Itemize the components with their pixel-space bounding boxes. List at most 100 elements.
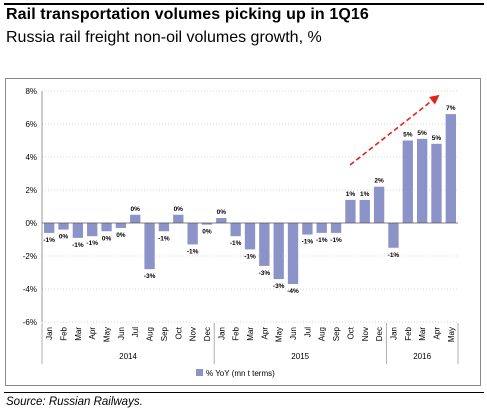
- data-label: -3%: [273, 283, 285, 290]
- data-label: -1%: [230, 240, 242, 247]
- x-tick-label: Jul: [303, 327, 312, 337]
- x-tick-label: Jul: [131, 327, 140, 337]
- legend-label: % YoY (mn t terms): [206, 369, 275, 378]
- legend: % YoY (mn t terms): [196, 369, 275, 378]
- data-label: -1%: [302, 239, 314, 246]
- x-tick-label: Sep: [332, 326, 341, 341]
- title-rule: [4, 3, 484, 5]
- data-label: 0%: [131, 206, 141, 213]
- data-label: 0%: [59, 234, 69, 241]
- x-tick-label: Jun: [289, 327, 298, 340]
- data-label: 0%: [116, 232, 126, 239]
- bar: [244, 223, 256, 250]
- bar: [388, 223, 399, 248]
- bar: [72, 223, 84, 238]
- bar: [230, 223, 241, 237]
- data-label: 7%: [446, 105, 456, 112]
- source-note: Source: Russian Railways.: [6, 396, 143, 408]
- data-label: 1%: [346, 191, 356, 198]
- data-label: -3%: [259, 270, 271, 277]
- year-label: 2014: [119, 352, 137, 361]
- data-label: -1%: [158, 235, 170, 242]
- x-tick-label: Jan: [217, 327, 226, 340]
- bar: [158, 223, 170, 232]
- x-tick-label: May: [447, 327, 456, 342]
- x-tick-label: Mar: [246, 327, 255, 341]
- x-tick-label: Feb: [232, 326, 241, 340]
- bottom-rule: [4, 392, 484, 393]
- data-label: 5%: [417, 130, 427, 137]
- x-tick-label: Mar: [418, 327, 427, 341]
- bar: [101, 223, 112, 232]
- bar: [431, 143, 442, 223]
- x-tick-label: Aug: [318, 327, 327, 341]
- x-tick-label: Jan: [389, 327, 398, 340]
- y-tick-label: 8%: [25, 87, 37, 96]
- bar: [330, 223, 342, 233]
- bar: [44, 223, 55, 233]
- bar: [216, 218, 227, 223]
- y-tick-label: 0%: [25, 219, 37, 228]
- data-label: -4%: [287, 288, 299, 295]
- y-tick-label: -4%: [23, 285, 37, 294]
- data-label: 0%: [202, 229, 212, 236]
- bar: [345, 199, 356, 223]
- x-tick-label: Jun: [117, 327, 126, 340]
- x-tick-label: Apr: [432, 327, 441, 340]
- bar: [259, 223, 270, 266]
- bar: [416, 138, 428, 223]
- x-tick-label: Nov: [361, 327, 370, 341]
- year-label: 2015: [291, 352, 309, 361]
- x-tick-label: Oct: [346, 326, 355, 339]
- x-tick-label: Aug: [146, 327, 155, 341]
- bar: [273, 223, 284, 280]
- chart-frame: [5, 78, 481, 386]
- data-label: 0%: [174, 206, 184, 213]
- y-tick-label: 2%: [25, 186, 37, 195]
- x-tick-label: Oct: [174, 326, 183, 339]
- data-label: -1%: [43, 237, 55, 244]
- bar: [359, 199, 370, 223]
- bar: [187, 223, 198, 245]
- x-tick-label: Apr: [88, 327, 97, 340]
- bar: [115, 223, 127, 228]
- x-tick-label: Mar: [74, 327, 83, 341]
- y-tick-label: 6%: [25, 120, 37, 129]
- legend-swatch: [196, 369, 203, 376]
- bar: [201, 223, 213, 225]
- data-label: -1%: [388, 252, 400, 259]
- data-label: -3%: [144, 273, 156, 280]
- data-label: 5%: [432, 135, 442, 142]
- chart-title: Rail transportation volumes picking up i…: [6, 6, 369, 23]
- bar: [402, 140, 413, 223]
- bar: [373, 186, 385, 223]
- bar: [87, 223, 98, 237]
- x-tick-label: Apr: [260, 327, 269, 340]
- data-label: 0%: [217, 209, 227, 216]
- x-tick-label: Jan: [45, 327, 54, 340]
- y-tick-label: 4%: [25, 153, 37, 162]
- bar: [173, 214, 184, 223]
- data-label: 2%: [374, 178, 384, 185]
- bar: [445, 114, 456, 223]
- data-label: 5%: [403, 132, 413, 139]
- year-label: 2016: [413, 352, 431, 361]
- x-tick-label: May: [275, 327, 284, 342]
- data-label: -1%: [244, 253, 256, 260]
- data-label: -1%: [330, 237, 342, 244]
- bar: [316, 223, 327, 233]
- data-label: -1%: [316, 237, 328, 244]
- x-tick-label: Dec: [375, 327, 384, 341]
- bar: [287, 223, 299, 285]
- x-tick-label: May: [103, 327, 112, 342]
- x-tick-label: Sep: [160, 326, 169, 341]
- y-tick-label: -2%: [23, 252, 37, 261]
- data-label: 0%: [102, 235, 112, 242]
- bar: [58, 223, 69, 230]
- x-tick-label: Nov: [189, 327, 198, 341]
- data-label: -1%: [187, 248, 199, 255]
- data-label: -1%: [72, 242, 84, 249]
- x-tick-label: Feb: [60, 326, 69, 340]
- bar: [144, 223, 155, 270]
